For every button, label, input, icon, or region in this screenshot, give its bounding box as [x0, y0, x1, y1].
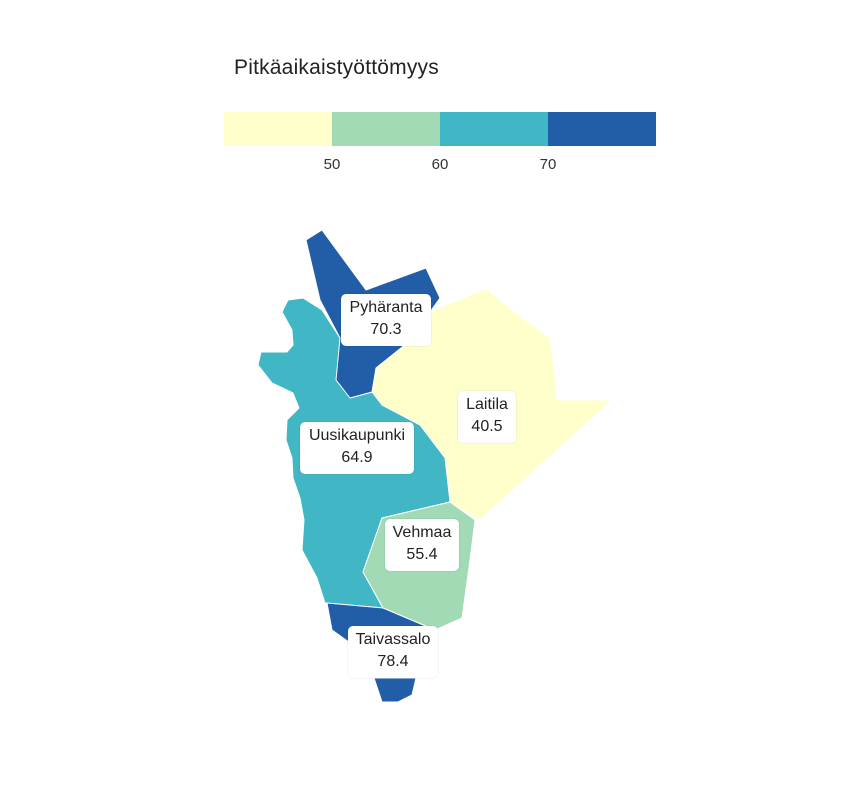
legend-segment-2	[332, 112, 440, 146]
region-value-pyharanta: 70.3	[370, 321, 402, 338]
legend-segment-1	[224, 112, 332, 146]
legend-tick-60: 60	[431, 156, 449, 173]
region-label-vehmaa: Vehmaa 55.4	[385, 519, 459, 571]
legend-tick-70: 70	[539, 156, 557, 173]
region-name-vehmaa: Vehmaa	[392, 524, 452, 541]
legend-tick-50: 50	[323, 156, 341, 173]
legend-colorbar	[224, 112, 656, 146]
region-name-pyharanta: Pyhäranta	[349, 299, 423, 316]
region-value-taivassalo: 78.4	[377, 653, 409, 670]
legend-title: Pitkäaikaistyöttömyys	[234, 56, 439, 79]
region-name-laitila: Laitila	[466, 396, 508, 413]
region-value-vehmaa: 55.4	[406, 546, 438, 563]
region-label-pyharanta: Pyhäranta 70.3	[341, 294, 431, 346]
region-name-taivassalo: Taivassalo	[355, 631, 431, 648]
region-name-uusikaupunki: Uusikaupunki	[308, 427, 406, 444]
region-value-laitila: 40.5	[471, 418, 503, 435]
region-label-laitila: Laitila 40.5	[458, 391, 516, 443]
region-label-uusikaupunki: Uusikaupunki 64.9	[300, 422, 414, 474]
region-value-uusikaupunki: 64.9	[341, 449, 373, 466]
legend-segment-4	[548, 112, 656, 146]
legend-segment-3	[440, 112, 548, 146]
region-label-taivassalo: Taivassalo 78.4	[348, 626, 438, 678]
